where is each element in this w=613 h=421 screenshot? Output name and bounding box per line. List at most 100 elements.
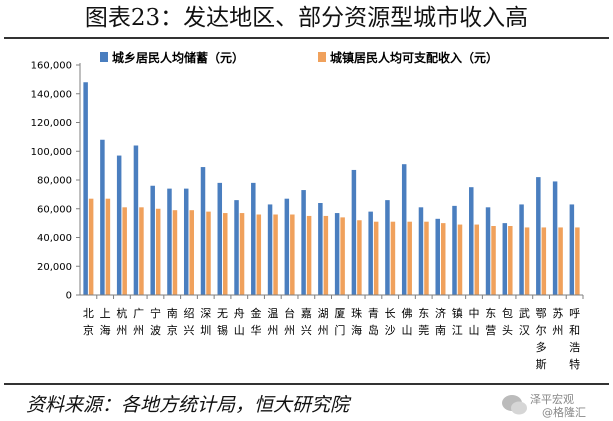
legend-swatch-savings xyxy=(100,52,108,62)
x-category-label: 锡 xyxy=(217,323,228,337)
x-category-label: 州 xyxy=(267,324,278,337)
bar-savings xyxy=(301,190,306,295)
bar-savings xyxy=(385,200,390,295)
bar-savings xyxy=(183,188,189,295)
source-divider xyxy=(4,383,609,385)
x-category-label: 鄂 xyxy=(536,307,547,320)
x-category-label: 厦 xyxy=(334,307,345,320)
watermark-line1: 泽平宏观 xyxy=(530,393,574,406)
x-category-label: 尔 xyxy=(536,324,547,337)
bar-income xyxy=(357,220,362,295)
bar-income xyxy=(323,215,329,295)
x-category-label: 营 xyxy=(485,323,496,337)
bar-savings xyxy=(100,139,105,295)
bar-income xyxy=(440,223,446,295)
bars xyxy=(83,82,580,295)
bar-savings xyxy=(569,204,575,295)
bar-income xyxy=(407,221,412,295)
x-category-label: 南 xyxy=(167,307,178,320)
bar-savings xyxy=(167,188,172,295)
y-tick-label: 120,000 xyxy=(31,118,72,129)
bar-savings xyxy=(452,205,457,295)
x-category-label: 广 xyxy=(133,307,144,320)
y-axis: 0 20,000 40,000 60,000 80,000 100,000 120,000 1… xyxy=(31,61,81,302)
legend: 城乡居民人均储蓄（元） 城镇居民人均可支配收入（元） xyxy=(100,50,498,65)
x-category-label: 金 xyxy=(251,306,262,320)
x-category-label: 莞 xyxy=(418,324,429,337)
bar-income xyxy=(290,214,295,295)
bar-income xyxy=(273,214,278,295)
x-axis: 北京上海杭州广州宁波南京绍兴深圳无锡舟山金华温州台州嘉兴湖州厦门珠海青岛长沙佛山… xyxy=(80,294,584,371)
x-category-label: 海 xyxy=(100,323,111,337)
bar-income xyxy=(390,221,396,295)
y-tick-label: 80,000 xyxy=(37,176,72,187)
legend-label-savings: 城乡居民人均储蓄（元） xyxy=(112,50,244,65)
y-tick-label: 60,000 xyxy=(37,204,72,215)
x-category-label: 京 xyxy=(167,323,178,337)
x-category-label: 北 xyxy=(83,307,94,320)
bar-income xyxy=(105,198,111,295)
y-tick-label: 40,000 xyxy=(37,233,72,244)
bar-income xyxy=(306,215,312,295)
y-tick-label: 160,000 xyxy=(31,61,72,72)
bar-income xyxy=(206,211,211,295)
watermark: 泽平宏观 @格隆汇 xyxy=(500,388,610,419)
x-category-label: 沙 xyxy=(385,324,396,337)
x-category-label: 江 xyxy=(452,324,463,337)
bar-savings xyxy=(334,213,340,295)
bar-savings xyxy=(318,203,323,295)
x-category-label: 杭 xyxy=(116,306,127,320)
x-category-label: 湖 xyxy=(318,307,329,320)
x-category-label: 多 xyxy=(536,340,547,354)
bar-savings xyxy=(116,155,122,295)
bar-income xyxy=(172,210,178,295)
x-category-label: 州 xyxy=(284,324,295,337)
y-tick-label: 100,000 xyxy=(31,147,72,158)
x-category-label: 头 xyxy=(502,324,513,337)
x-category-label: 台 xyxy=(284,306,295,320)
x-category-label: 波 xyxy=(150,324,161,337)
bar-income xyxy=(508,226,513,295)
x-category-label: 州 xyxy=(133,324,144,337)
x-category-label: 汉 xyxy=(519,324,530,337)
bar-savings xyxy=(83,82,88,295)
bar-income xyxy=(424,221,429,295)
x-category-label: 门 xyxy=(334,323,345,337)
chart-title: 图表23：发达地区、部分资源型城市收入高 xyxy=(84,5,529,31)
x-category-label: 山 xyxy=(469,324,480,337)
x-category-label: 和 xyxy=(569,324,580,337)
bar-savings xyxy=(217,182,223,295)
x-category-label: 东 xyxy=(485,307,496,320)
x-category-label: 镇 xyxy=(452,306,463,320)
x-category-label: 岛 xyxy=(368,323,379,337)
bar-income xyxy=(457,224,463,295)
x-category-label: 深 xyxy=(200,307,211,320)
bar-savings xyxy=(552,181,558,295)
bar-income xyxy=(122,207,127,295)
bar-savings xyxy=(418,207,424,295)
x-category-label: 温 xyxy=(267,307,278,320)
x-category-label: 京 xyxy=(83,323,94,337)
x-category-label: 兴 xyxy=(301,324,312,337)
watermark-line2: @格隆汇 xyxy=(542,406,586,419)
x-category-label: 海 xyxy=(351,323,362,337)
bar-income xyxy=(256,214,262,295)
x-category-label: 青 xyxy=(368,307,379,320)
bar-savings xyxy=(368,211,373,295)
bar-income xyxy=(189,210,194,295)
bar-savings xyxy=(133,145,139,295)
x-category-label: 中 xyxy=(469,307,480,320)
x-category-label: 山 xyxy=(234,324,245,337)
wechat-logo-icon xyxy=(502,395,527,415)
bar-savings xyxy=(351,169,357,295)
bar-savings xyxy=(401,164,407,295)
title-divider xyxy=(4,37,609,39)
x-category-label: 州 xyxy=(116,324,127,337)
x-category-label: 济 xyxy=(435,306,446,320)
bar-savings xyxy=(200,167,206,295)
x-category-label: 嘉 xyxy=(301,306,312,320)
x-category-label: 斯 xyxy=(536,358,547,371)
bar-income xyxy=(558,227,563,295)
x-category-label: 长 xyxy=(385,307,396,320)
x-category-label: 武 xyxy=(519,307,530,320)
